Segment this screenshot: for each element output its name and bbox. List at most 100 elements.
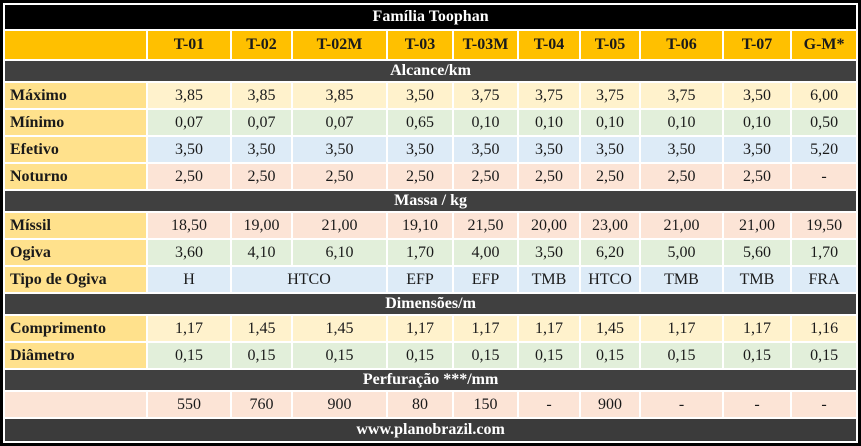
value-cell: FRA [792, 267, 857, 292]
value-cell: EFP [454, 267, 517, 292]
value-cell: 21,50 [454, 213, 517, 238]
value-cell: - [792, 164, 857, 189]
value-cell: - [792, 392, 857, 417]
value-cell: 3,50 [148, 137, 230, 162]
value-cell: 5,60 [724, 240, 790, 265]
value-cell: 0,15 [519, 343, 579, 368]
value-cell: 0,15 [724, 343, 790, 368]
value-cell: 2,50 [519, 164, 579, 189]
table-title: Família Toophan [5, 5, 857, 29]
table-footer: www.planobrazil.com [5, 419, 857, 441]
value-cell: 1,45 [293, 316, 386, 341]
value-cell: 0,15 [388, 343, 452, 368]
column-header-t-05: T-05 [581, 31, 639, 59]
value-cell: 21,00 [293, 213, 386, 238]
value-cell: 3,50 [641, 137, 722, 162]
column-header-t-02: T-02 [232, 31, 291, 59]
value-cell: 2,50 [232, 164, 291, 189]
value-cell: 1,17 [148, 316, 230, 341]
value-cell: 550 [148, 392, 230, 417]
value-cell: 2,50 [148, 164, 230, 189]
value-cell: EFP [388, 267, 452, 292]
value-cell: 0,15 [454, 343, 517, 368]
value-cell: 5,20 [792, 137, 857, 162]
value-cell: TMB [724, 267, 790, 292]
value-cell: 900 [293, 392, 386, 417]
value-cell: TMB [641, 267, 722, 292]
value-cell: 19,10 [388, 213, 452, 238]
value-cell: 0,15 [148, 343, 230, 368]
value-cell: 0,07 [148, 110, 230, 135]
value-cell: 6,10 [293, 240, 386, 265]
section-header: Alcance/km [5, 61, 857, 81]
column-header-g-m*: G-M* [792, 31, 857, 59]
row-label: Tipo de Ogiva [5, 267, 146, 292]
column-header-t-04: T-04 [519, 31, 579, 59]
corner-cell [5, 31, 146, 59]
value-cell: 3,50 [519, 240, 579, 265]
value-cell: 3,50 [454, 137, 517, 162]
value-cell: 2,50 [454, 164, 517, 189]
value-cell: 1,45 [581, 316, 639, 341]
value-cell: 2,50 [641, 164, 722, 189]
value-cell: 2,50 [388, 164, 452, 189]
value-cell: 3,85 [148, 83, 230, 108]
value-cell: 0,15 [641, 343, 722, 368]
value-cell: 1,17 [454, 316, 517, 341]
value-cell: 3,50 [581, 137, 639, 162]
value-cell: H [148, 267, 230, 292]
value-cell: 3,50 [388, 137, 452, 162]
value-cell: 2,50 [724, 164, 790, 189]
row-label: Efetivo [5, 137, 146, 162]
value-cell: 3,50 [724, 137, 790, 162]
value-cell: 80 [388, 392, 452, 417]
section-header: Dimensões/m [5, 294, 857, 314]
value-cell: 0,10 [581, 110, 639, 135]
value-cell: 0,15 [232, 343, 291, 368]
value-cell: 0,10 [454, 110, 517, 135]
section-header: Perfuração ***/mm [5, 370, 857, 390]
value-cell: 2,50 [293, 164, 386, 189]
value-cell: 0,15 [581, 343, 639, 368]
value-cell: 0,10 [724, 110, 790, 135]
value-cell: HTCO [581, 267, 639, 292]
value-cell: 6,20 [581, 240, 639, 265]
value-cell: - [724, 392, 790, 417]
value-cell: 0,07 [293, 110, 386, 135]
value-cell: 1,17 [519, 316, 579, 341]
column-header-t-01: T-01 [148, 31, 230, 59]
value-cell: - [641, 392, 722, 417]
row-label: Comprimento [5, 316, 146, 341]
column-header-t-02m: T-02M [293, 31, 386, 59]
value-cell: 3,50 [232, 137, 291, 162]
value-cell: 3,75 [454, 83, 517, 108]
value-cell: 150 [454, 392, 517, 417]
value-cell: 3,75 [581, 83, 639, 108]
value-cell: 3,50 [724, 83, 790, 108]
value-cell: 3,75 [641, 83, 722, 108]
value-cell: 21,00 [724, 213, 790, 238]
value-cell: 0,15 [792, 343, 857, 368]
value-cell: 19,00 [232, 213, 291, 238]
value-cell: 1,70 [792, 240, 857, 265]
value-cell: 23,00 [581, 213, 639, 238]
value-cell: 6,00 [792, 83, 857, 108]
table-body: Família Toophan T-01 T-02 T-02M T-03 T-03M T-… [5, 5, 857, 441]
value-cell: 1,17 [724, 316, 790, 341]
value-cell: 19,50 [792, 213, 857, 238]
column-header-t-03: T-03 [388, 31, 452, 59]
value-cell: 3,50 [519, 137, 579, 162]
value-cell: - [519, 392, 579, 417]
value-cell: 3,75 [519, 83, 579, 108]
value-cell: 3,50 [293, 137, 386, 162]
value-cell: 1,17 [641, 316, 722, 341]
value-cell: 1,16 [792, 316, 857, 341]
value-cell: 0,10 [519, 110, 579, 135]
value-cell: 0,50 [792, 110, 857, 135]
row-label: Diâmetro [5, 343, 146, 368]
column-header-t-06: T-06 [641, 31, 722, 59]
value-cell: 1,45 [232, 316, 291, 341]
value-cell: 1,17 [388, 316, 452, 341]
value-cell: 0,10 [641, 110, 722, 135]
